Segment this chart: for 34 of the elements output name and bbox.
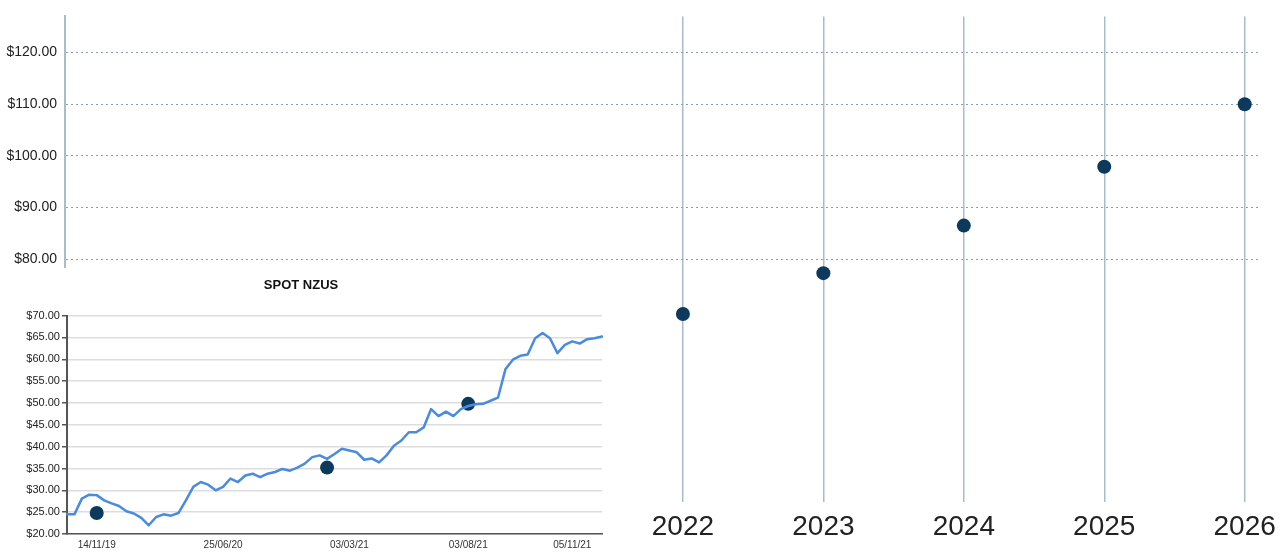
y-tick-label: $55.00	[26, 374, 60, 387]
y-tick-label: $80.00	[14, 250, 58, 267]
x-tick-label: 2026	[1213, 509, 1276, 541]
x-tick-label: 03/03/21	[329, 538, 370, 550]
y-tick-label: $30.00	[26, 483, 60, 496]
y-tick-label: $110.00	[7, 95, 58, 112]
y-tick-label: $60.00	[26, 352, 60, 365]
y-tick-label: $35.00	[26, 461, 60, 474]
y-tick-label: $50.00	[26, 395, 60, 408]
x-tick-label: 05/11/21	[553, 538, 592, 550]
x-tick-label: 2024	[932, 509, 995, 541]
y-tick-label: $25.00	[26, 505, 60, 518]
x-tick-label: 2023	[792, 509, 855, 541]
y-tick-label: $65.00	[26, 330, 60, 343]
y-tick-label: $90.00	[14, 198, 58, 215]
y-tick-label: $100.00	[6, 146, 58, 163]
point	[956, 218, 971, 233]
x-tick-label: 2025	[1073, 509, 1136, 541]
x-tick-label: 2022	[651, 509, 715, 541]
y-tick-label: $70.00	[26, 308, 60, 321]
y-tick-label: $40.00	[26, 439, 60, 452]
y-tick-label: $45.00	[26, 417, 60, 430]
point	[675, 306, 690, 321]
y-tick-label: $120.00	[6, 43, 58, 60]
point	[1097, 159, 1112, 174]
y-tick-label: $20.00	[26, 527, 60, 540]
point	[89, 506, 104, 521]
point	[320, 460, 335, 475]
x-tick-label: 03/08/21	[448, 538, 489, 550]
x-tick-label: 14/11/19	[77, 538, 117, 550]
point	[1237, 97, 1252, 112]
chart-title: SPOT NZUS	[263, 277, 339, 293]
x-tick-label: 25/06/20	[203, 538, 243, 550]
point	[816, 266, 831, 281]
